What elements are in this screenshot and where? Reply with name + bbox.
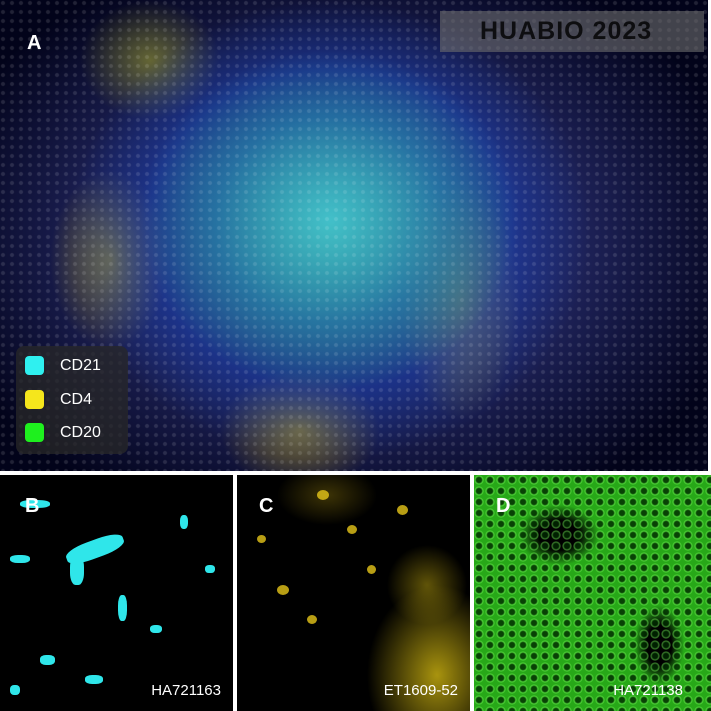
panel-label-d: D: [496, 495, 511, 517]
cd20-swatch: [25, 423, 44, 442]
cd21-swatch: [25, 356, 44, 375]
panel-label-a: A: [27, 32, 42, 54]
legend-label: CD20: [60, 423, 101, 441]
panel-label-b: B: [25, 495, 40, 517]
panel-b-cd21: B HA721163: [0, 475, 233, 711]
antibody-label-c: ET1609-52: [383, 682, 458, 699]
antibody-label-b: HA721163: [151, 682, 221, 699]
legend: CD21 CD4 CD20: [16, 346, 128, 454]
watermark: HUABIO 2023: [440, 11, 704, 52]
cell-texture: [474, 475, 711, 711]
legend-item-cd21: CD21: [25, 356, 101, 375]
antibody-label-d: HA721138: [613, 682, 683, 699]
panel-label-c: C: [259, 495, 274, 517]
cd4-swatch: [25, 390, 44, 409]
legend-label: CD21: [60, 356, 101, 374]
panel-d-cd20: D HA721138: [474, 475, 711, 711]
panel-a-merged-image: HUABIO 2023 A CD21 CD4 CD20: [0, 0, 708, 471]
legend-item-cd4: CD4: [25, 390, 92, 409]
legend-label: CD4: [60, 390, 93, 408]
panel-c-cd4: C ET1609-52: [237, 475, 470, 711]
legend-item-cd20: CD20: [25, 423, 101, 442]
